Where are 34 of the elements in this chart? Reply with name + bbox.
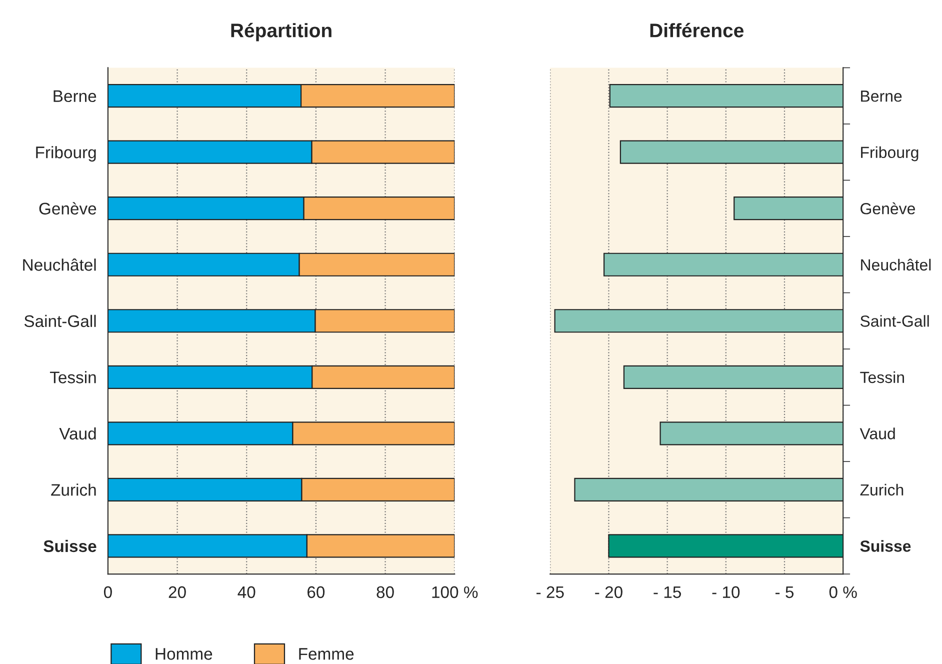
y-tick-label: Fribourg <box>861 146 918 162</box>
y-tick-label: Neuchâtel <box>861 258 931 271</box>
y-tick-label: Berne <box>861 90 902 102</box>
x-tick-label: - 25 <box>536 586 564 598</box>
y-tick-label: Neuchâtel <box>23 258 96 271</box>
y-tick-label: Saint-Gall <box>24 314 96 328</box>
y-tick-label: Suisse <box>860 540 911 552</box>
y-tick-label: Vaud <box>59 427 96 440</box>
y-tick-label: Zurich <box>51 484 96 496</box>
y-tick-label: Saint-Gall <box>860 315 929 327</box>
x-tick-label: 0 % <box>829 586 857 598</box>
x-tick-label: 100 % <box>432 586 478 598</box>
x-tick-label: 20 <box>168 586 186 598</box>
x-tick-label: 40 <box>238 586 256 598</box>
chart-title: Différence <box>650 22 744 38</box>
y-tick-label: Berne <box>54 90 96 102</box>
y-tick-label: Genève <box>39 202 96 215</box>
x-tick-label: 0 <box>104 586 112 598</box>
legend-label: Homme <box>156 648 212 660</box>
y-tick-label: Genève <box>860 202 915 214</box>
x-tick-label: - 5 <box>776 586 794 598</box>
y-tick-label: Tessin <box>50 371 96 384</box>
chart-title: Répartition <box>231 22 332 42</box>
y-tick-label: Fribourg <box>36 146 96 162</box>
x-tick-label: - 20 <box>595 586 622 598</box>
y-tick-label: Vaud <box>860 428 895 440</box>
x-tick-label: - 15 <box>654 586 681 598</box>
legend-label: Femme <box>299 648 354 660</box>
x-tick-label: 80 <box>376 586 394 598</box>
x-tick-label: 60 <box>308 586 325 598</box>
y-tick-label: Zurich <box>860 484 904 496</box>
y-tick-label: Suisse <box>44 540 96 552</box>
x-tick-label: - 10 <box>712 586 740 598</box>
y-tick-label: Tessin <box>860 371 904 384</box>
